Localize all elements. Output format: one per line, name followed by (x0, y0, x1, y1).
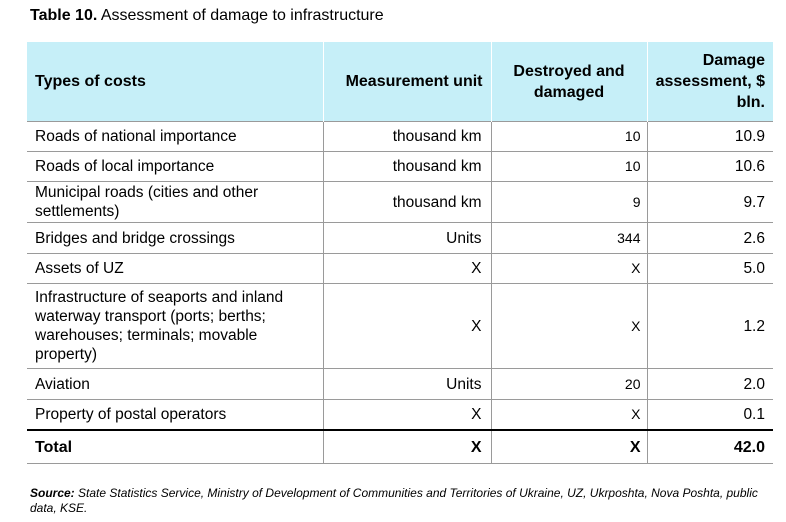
cell-type: Municipal roads (cities and other settle… (27, 181, 323, 223)
cell-damage: 2.6 (646, 222, 773, 254)
table-row: Bridges and bridge crossings Units 344 2… (27, 222, 773, 254)
source-note: Source: State Statistics Service, Minist… (30, 486, 770, 516)
total-label: Total (27, 429, 323, 464)
total-row: Total X X 42.0 (27, 429, 773, 464)
total-unit: X (322, 429, 491, 464)
cell-unit: thousand km (322, 121, 491, 152)
cell-unit: X (322, 399, 491, 430)
cell-destroyed: 344 (490, 222, 647, 254)
header-types: Types of costs (27, 42, 323, 122)
source-text: State Statistics Service, Ministry of De… (30, 486, 758, 515)
cell-destroyed: 20 (490, 368, 647, 400)
caption-label: Table 10. (30, 7, 98, 24)
table-row: Assets of UZ X X 5.0 (27, 253, 773, 284)
cell-damage: 5.0 (646, 253, 773, 284)
cell-damage: 9.7 (646, 181, 773, 223)
cell-unit: thousand km (322, 181, 491, 223)
damage-table: Types of costs Measurement unit Destroye… (27, 42, 773, 464)
cell-unit: X (322, 253, 491, 284)
cell-destroyed: X (490, 253, 647, 284)
cell-type: Roads of local importance (27, 151, 323, 182)
cell-destroyed: X (490, 399, 647, 430)
header-destroyed: Destroyed and damaged (490, 42, 647, 122)
cell-destroyed: X (490, 283, 647, 369)
source-label: Source: (30, 486, 75, 500)
table-row: Municipal roads (cities and other settle… (27, 181, 773, 223)
cell-damage: 0.1 (646, 399, 773, 430)
table-row: Roads of national importance thousand km… (27, 121, 773, 152)
caption-title: Assessment of damage to infrastructure (100, 7, 384, 24)
cell-unit: thousand km (322, 151, 491, 182)
cell-destroyed: 10 (490, 151, 647, 182)
table-caption: Table 10. Assessment of damage to infras… (30, 7, 384, 25)
cell-type: Aviation (27, 368, 323, 400)
header-row: Types of costs Measurement unit Destroye… (27, 42, 773, 122)
header-damage: Damage assessment, $ bln. (646, 42, 773, 122)
cell-type: Infrastructure of seaports and inland wa… (27, 283, 323, 369)
cell-damage: 1.2 (646, 283, 773, 369)
cell-destroyed: 10 (490, 121, 647, 152)
total-destroyed: X (490, 429, 647, 464)
cell-damage: 2.0 (646, 368, 773, 400)
cell-type: Roads of national importance (27, 121, 323, 152)
cell-type: Assets of UZ (27, 253, 323, 284)
table-row: Infrastructure of seaports and inland wa… (27, 283, 773, 369)
header-unit: Measurement unit (322, 42, 491, 122)
total-damage: 42.0 (646, 429, 773, 464)
table-row: Aviation Units 20 2.0 (27, 368, 773, 400)
cell-type: Bridges and bridge crossings (27, 222, 323, 254)
cell-damage: 10.9 (646, 121, 773, 152)
cell-unit: Units (322, 368, 491, 400)
cell-unit: Units (322, 222, 491, 254)
table-row: Roads of local importance thousand km 10… (27, 151, 773, 182)
table-row: Property of postal operators X X 0.1 (27, 399, 773, 430)
cell-destroyed: 9 (490, 181, 647, 223)
cell-damage: 10.6 (646, 151, 773, 182)
cell-unit: X (322, 283, 491, 369)
cell-type: Property of postal operators (27, 399, 323, 430)
